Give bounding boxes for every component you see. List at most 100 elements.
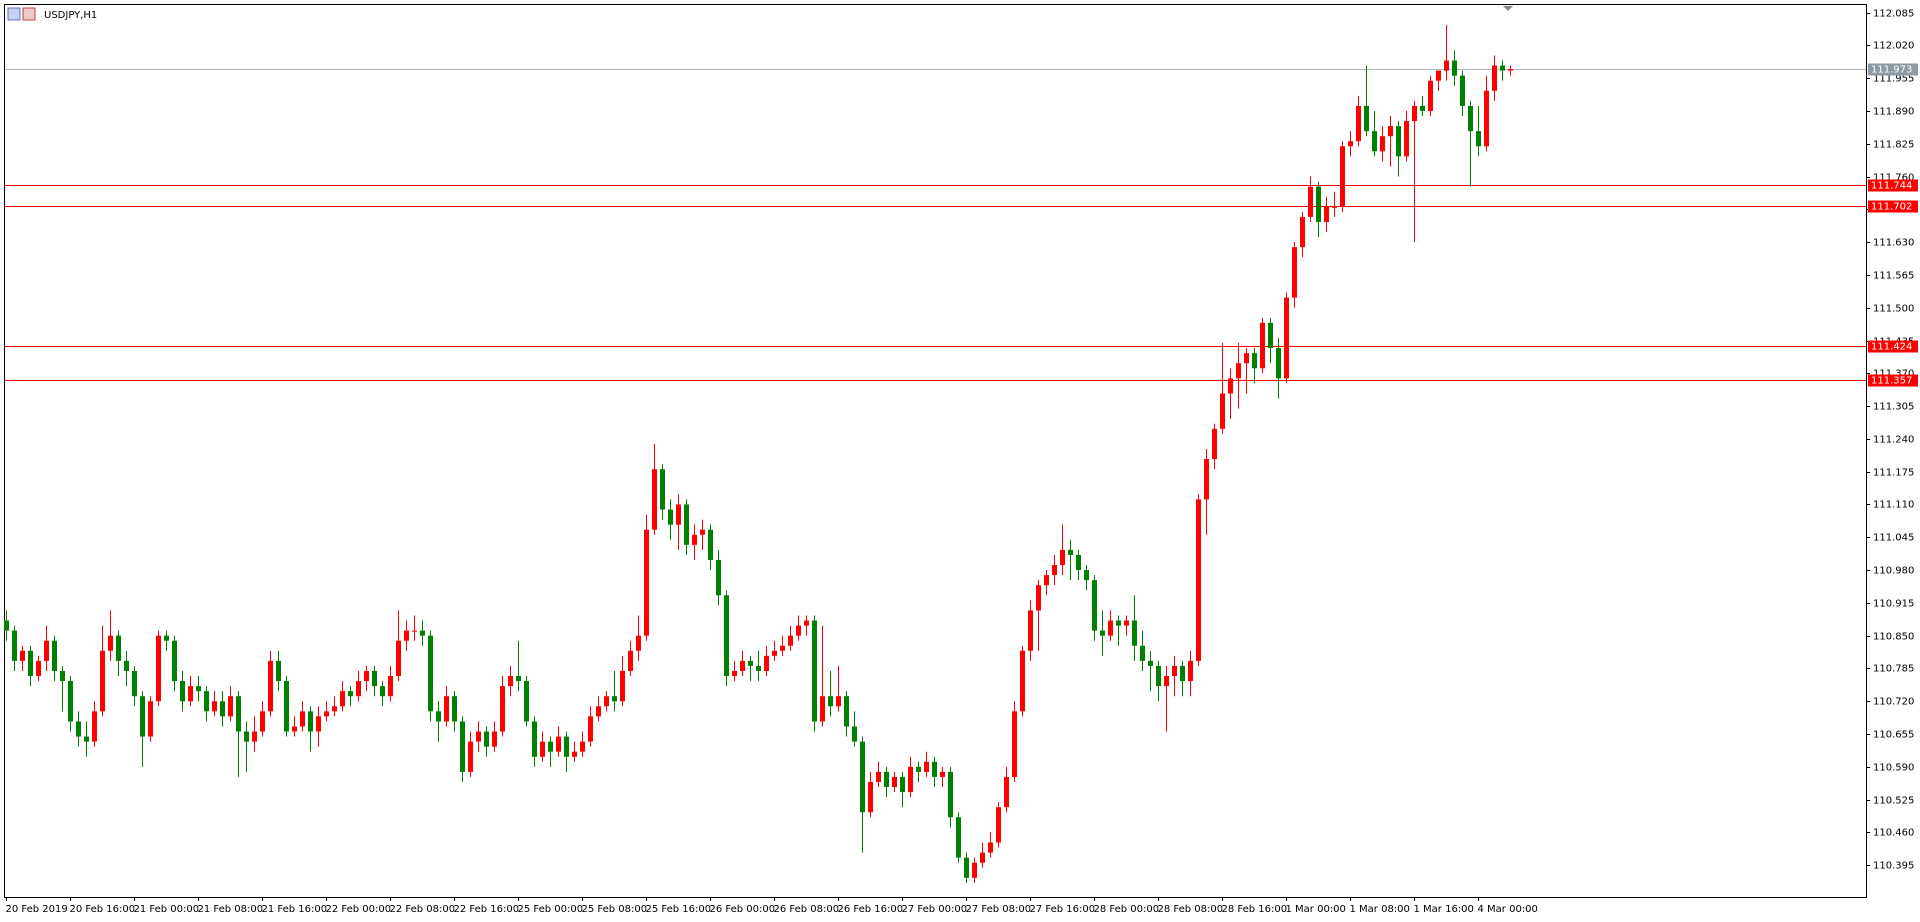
level-label: 111.424	[1871, 342, 1912, 353]
candle-body	[52, 640, 57, 671]
candle-body	[572, 751, 577, 757]
candle-body	[1012, 711, 1017, 777]
candle-body	[1148, 660, 1153, 666]
candle-body	[1340, 146, 1345, 207]
candle-body	[1116, 620, 1121, 626]
candle-body	[1204, 459, 1209, 500]
candle-body	[580, 741, 585, 752]
candle-body	[1068, 549, 1073, 555]
candle-body	[44, 640, 49, 661]
candle-body	[1468, 105, 1473, 132]
x-tick-label: 26 Feb 00:00	[710, 904, 776, 915]
candle-body	[628, 650, 633, 671]
candle-body	[436, 711, 441, 722]
y-tick-label: 111.825	[1873, 140, 1914, 151]
x-tick-label: 26 Feb 08:00	[774, 904, 840, 915]
candle-body	[196, 686, 201, 692]
x-tick-label: 20 Feb 16:00	[70, 904, 136, 915]
candle-body	[1452, 60, 1457, 76]
candle-body	[380, 686, 385, 697]
candle-body	[556, 736, 561, 752]
current-price-label: 111.973	[1871, 65, 1912, 76]
y-tick-label: 111.565	[1873, 271, 1914, 282]
candle-body	[1460, 75, 1465, 106]
candle-body	[172, 640, 177, 682]
y-tick-label: 110.395	[1873, 861, 1914, 872]
candle-body	[116, 635, 121, 661]
candle-body	[1172, 665, 1177, 677]
candle-body	[1428, 80, 1433, 111]
y-tick-label: 111.955	[1873, 74, 1914, 85]
candle-body	[724, 595, 729, 677]
candle-body	[316, 716, 321, 732]
candle-body	[1060, 549, 1065, 566]
candle-body	[844, 696, 849, 727]
level-tag	[1868, 179, 1918, 192]
candle-body	[1316, 186, 1321, 222]
x-tick-label: 27 Feb 00:00	[902, 904, 968, 915]
candle-body	[532, 721, 537, 757]
candle-body	[652, 469, 657, 530]
candle-body	[788, 635, 793, 646]
candle-body	[756, 665, 761, 671]
candle-body	[684, 504, 689, 545]
candle-body	[948, 771, 953, 818]
x-tick-label: 28 Feb 08:00	[1158, 904, 1224, 915]
candle-body	[1044, 575, 1049, 586]
y-tick-label: 111.175	[1873, 468, 1914, 479]
candle-body	[1212, 428, 1217, 460]
candle-body	[140, 696, 145, 737]
level-tag	[1868, 200, 1918, 213]
candle-body	[244, 731, 249, 742]
candle-body	[636, 635, 641, 651]
candle-body	[1396, 126, 1401, 157]
candle-body	[924, 761, 929, 772]
candle-body	[164, 635, 169, 641]
candle-body	[1236, 363, 1241, 379]
candle-body	[1476, 131, 1481, 147]
candle-body	[916, 766, 921, 772]
candle-body	[340, 691, 345, 707]
y-tick-label: 110.980	[1873, 566, 1914, 577]
x-tick-label: 25 Feb 16:00	[646, 904, 712, 915]
candle-body	[540, 741, 545, 757]
candle-body	[252, 731, 257, 742]
candle-body	[852, 726, 857, 742]
y-tick-label: 111.110	[1873, 500, 1914, 511]
candle-body	[1252, 353, 1257, 369]
x-tick-label: 25 Feb 08:00	[582, 904, 648, 915]
candle-body	[420, 630, 425, 636]
candle-body	[836, 696, 841, 707]
x-tick-label: 22 Feb 08:00	[390, 904, 456, 915]
candle-body	[468, 741, 473, 772]
candle-body	[204, 691, 209, 712]
candle-body	[1140, 645, 1145, 661]
candle-body	[348, 691, 353, 697]
candle-body	[612, 696, 617, 702]
candle-body	[900, 776, 905, 793]
candle-body	[1276, 348, 1281, 379]
candle-body	[516, 676, 521, 682]
y-tick-label: 110.460	[1873, 828, 1914, 839]
candle-body	[892, 776, 897, 788]
candle-body	[564, 736, 569, 757]
candle-body	[300, 711, 305, 727]
candle-body	[1508, 69, 1513, 71]
candle-body	[1164, 676, 1169, 687]
candle-body	[1052, 565, 1057, 576]
candle-body	[524, 681, 529, 722]
candle-body	[1404, 121, 1409, 157]
candle-body	[1324, 206, 1329, 222]
candle-body	[76, 721, 81, 737]
candle-body	[484, 731, 489, 747]
level-tag	[1868, 374, 1918, 387]
y-tick-label: 110.915	[1873, 599, 1914, 610]
level-label: 111.357	[1871, 376, 1912, 387]
x-tick-label: 27 Feb 08:00	[966, 904, 1032, 915]
candle-body	[1260, 322, 1265, 369]
candle-body	[268, 660, 273, 712]
candle-body	[132, 670, 137, 697]
y-tick-label: 111.045	[1873, 533, 1914, 544]
plot-frame	[4, 4, 1867, 898]
